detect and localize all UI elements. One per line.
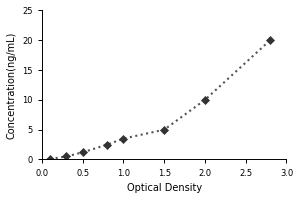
X-axis label: Optical Density: Optical Density xyxy=(127,183,202,193)
Y-axis label: Concentration(ng/mL): Concentration(ng/mL) xyxy=(7,31,17,139)
